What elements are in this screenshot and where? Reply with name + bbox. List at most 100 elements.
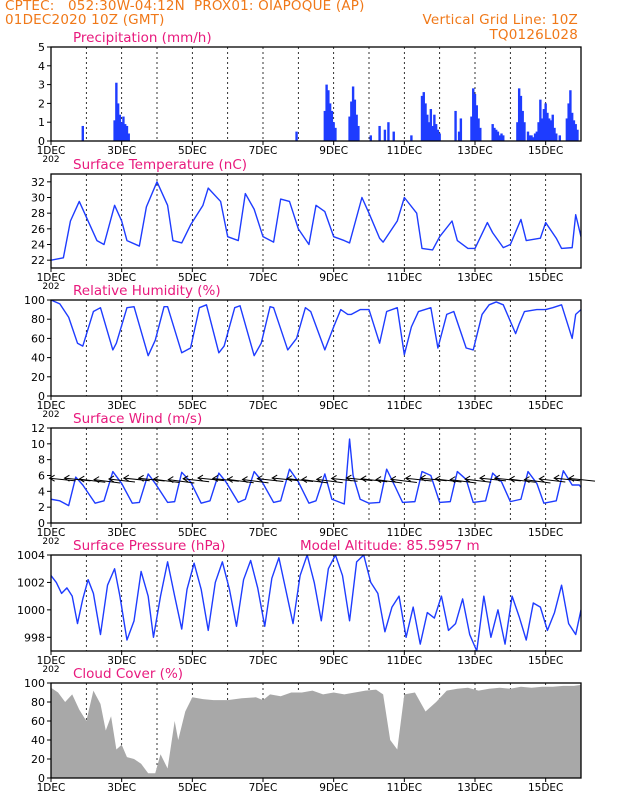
wind-arrow-head [167,476,174,484]
y-tick-label: 0 [38,135,45,148]
wind-arrow-head [137,474,144,482]
precip-bar [378,125,381,141]
precip-bar [517,88,521,141]
wind-arrow [94,479,121,484]
precip-bar [565,118,569,141]
wind-arrow [405,477,432,482]
wind-arrow-head [256,475,263,483]
wind-arrow-head [508,475,515,483]
x-tick-label: 5DEC [178,782,207,794]
x-tick-label: 15DEC [528,400,563,412]
x-tick-label: 5DEC [178,145,207,157]
precip-bar [551,114,554,141]
precip-bar [334,127,337,141]
wind-panel: 0 2 4 6 8 10 12 1DEC 3DEC 5DEC 7DEC 9DEC 11DEC 13DEC 1… [31,411,596,547]
wind-arrow-head [464,475,471,483]
precip-bar [323,110,327,141]
x-tick-label: 3DEC [107,527,136,539]
x-tick-label: 9DEC [319,272,348,284]
precip-bar [516,122,519,141]
wind-title: Surface Wind (m/s) [73,411,202,427]
cloud-frame [50,682,582,779]
precip-bar [532,137,535,141]
x-tick-label: 3DEC [107,655,136,667]
precip-bar [353,99,357,141]
wind-arrow [153,478,180,483]
wind-arrow [479,477,507,482]
header-date: 01DEC2020 10Z (GMT) [5,12,165,28]
precip-bar [500,133,503,141]
y-tick-label: 32 [31,176,45,189]
precip-bar [526,131,530,141]
y-tick-label: 0 [38,772,45,785]
precip-bar [498,135,501,141]
wind-arrow-head [93,476,100,484]
y-tick-label: 26 [31,223,45,236]
wind-arrow [568,477,596,482]
x-tick-year-cut: 202 [42,537,59,547]
x-tick-label: 9DEC [319,655,348,667]
precip-bar [332,122,335,141]
precip-bar [351,86,355,141]
precip-bar [124,124,127,141]
precip-bar [369,135,372,141]
x-tick-label: 5DEC [178,655,207,667]
wind-arrow [227,478,254,484]
precip-bar [120,122,123,141]
wind-arrow [168,479,195,484]
x-tick-label: 9DEC [319,527,348,539]
wind-arrow-head [122,474,130,482]
precip-bar [553,127,556,141]
y-tick-label: 10 [31,438,45,451]
y-tick-label: 1002 [17,576,45,589]
x-tick-label: 5DEC [178,527,207,539]
cloud-panel: 0 20 40 60 80 100 1DEC 3DEC 5DEC 7DEC 9DEC 11DEC 13D… [24,666,582,794]
precip-bar [427,122,431,141]
y-tick-label: 1004 [17,549,45,562]
precip-bar [328,103,332,141]
precip-bar [473,94,477,141]
pressure-panel: 998 1000 1002 1004 1DEC 3DEC 5DEC 7DEC 9DEC 11DEC… [17,538,582,675]
x-tick-label: 15DEC [528,527,563,539]
x-tick-label: 15DEC [528,655,563,667]
wind-arrow [346,477,373,482]
wind-arrow [286,478,314,483]
wind-arrow-head [345,474,352,482]
temp-panel: 22 24 26 28 30 32 1DEC 3DEC 5DEC 7DEC 9DEC 11DEC 13D… [31,157,582,292]
precip-title: Precipitation (mm/h) [73,30,212,46]
x-tick-label: 7DEC [249,527,278,539]
wind-arrow-head [553,474,560,482]
precip-bar [555,133,558,141]
precip-bar [539,99,542,141]
precip-bar [431,125,434,141]
y-tick-label: 1000 [17,604,45,617]
wind-arrow [123,477,150,482]
wind-arrow [272,477,299,482]
wind-arrow [554,477,581,482]
precip-bar [530,135,533,141]
wind-arrow-head [211,475,219,482]
pressure-frame [50,554,582,652]
y-tick-label: 40 [31,734,45,747]
y-tick-label: 40 [31,352,45,365]
x-tick-label: 5DEC [178,272,207,284]
x-tick-label: 1DEC [37,655,66,667]
y-tick-label: 0 [38,517,45,530]
precip-bar [528,135,531,141]
x-tick-year-cut: 202 [42,665,59,675]
wind-arrow [316,478,343,484]
header-grid-line: Vertical Grid Line: 10Z [422,12,578,28]
temp-line [51,181,581,261]
wind-arrow [420,477,447,482]
y-tick-label: 28 [31,207,45,220]
precip-bar [118,114,122,141]
wind-arrow [376,479,403,484]
wind-arrow [197,477,225,482]
pressure-line [51,555,581,651]
x-tick-label: 7DEC [249,400,278,412]
x-tick-label: 3DEC [107,145,136,157]
wind-arrow-head [404,474,412,482]
header-model: TQ0126L028 [489,27,578,43]
x-tick-label: 15DEC [528,145,563,157]
precip-bar [521,110,524,141]
